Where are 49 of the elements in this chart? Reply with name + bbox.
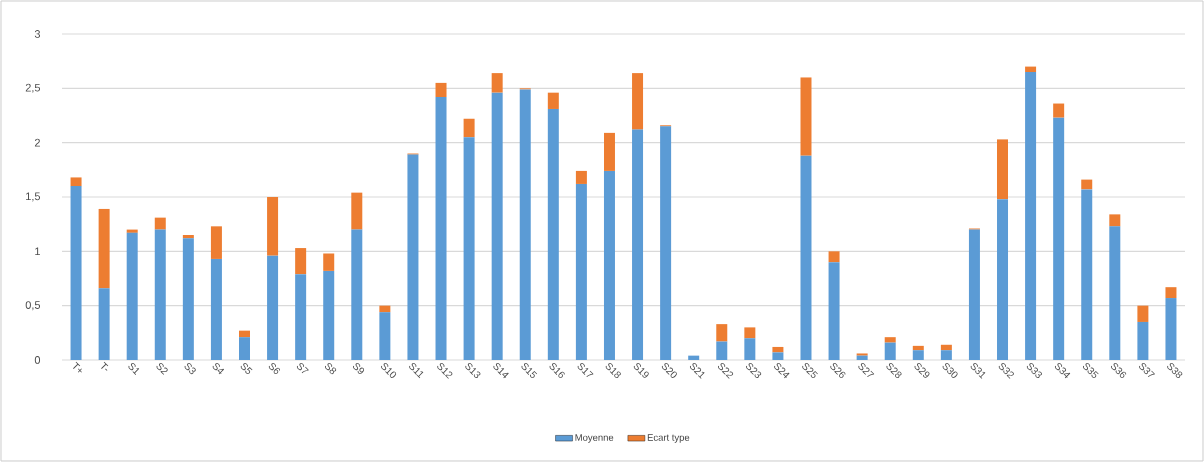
x-tick-label: T-	[101, 361, 109, 371]
x-tick-label: S25	[802, 363, 818, 378]
x-tick-label: S26	[830, 363, 846, 379]
x-tick-label: S6	[268, 363, 281, 375]
x-tick-label: S18	[605, 363, 621, 379]
x-tick-label: S9	[353, 363, 365, 374]
x-tick-label: S19	[633, 363, 649, 378]
y-tick-label: 0,5	[25, 301, 41, 311]
y-tick-label: 0	[34, 356, 41, 364]
x-tick-label: S5	[240, 363, 253, 375]
x-tick-label: S8	[324, 363, 337, 375]
x-tick-label: S33	[1026, 363, 1042, 379]
x-tick-label: S10	[381, 363, 397, 378]
x-tick-label: S20	[661, 363, 677, 378]
x-tick-label: S17	[577, 363, 594, 378]
x-tick-label: S11	[409, 363, 424, 379]
x-tick-label: S7	[296, 363, 309, 374]
y-tick-label: 2,5	[25, 83, 41, 93]
x-tick-label: S36	[1111, 363, 1127, 379]
x-tick-label: S21	[689, 363, 705, 379]
y-tick-label: 3	[34, 30, 41, 38]
x-tick-label: S32	[998, 363, 1014, 379]
x-tick-label: S28	[886, 363, 902, 379]
y-tick-label: 2	[34, 138, 40, 147]
x-tick-label: T+	[73, 361, 82, 373]
legend-label: Moyenne	[575, 434, 614, 443]
y-tick-label: 1,5	[26, 192, 41, 202]
x-tick-label: S4	[212, 363, 225, 375]
x-tick-label: S31	[970, 363, 986, 379]
x-tick-label: S13	[465, 363, 481, 379]
x-tick-label: S38	[1167, 363, 1183, 379]
x-tick-label: S34	[1054, 363, 1071, 379]
x-tick-label: S14	[493, 363, 509, 379]
legend-label: Ecart type	[647, 434, 690, 443]
y-tick-label: 1	[35, 247, 40, 256]
x-tick-label: S29	[914, 363, 930, 378]
x-tick-label: S37	[1139, 363, 1155, 378]
x-tick-label: S1	[128, 363, 140, 375]
x-tick-label: S12	[437, 363, 453, 379]
x-tick-label: S30	[942, 363, 958, 378]
x-tick-label: S24	[774, 363, 790, 379]
x-tick-label: S16	[549, 363, 565, 379]
x-tick-label: S27	[858, 363, 875, 378]
x-tick-label: S3	[184, 363, 196, 375]
x-tick-label: S22	[718, 363, 734, 379]
x-tick-label: S2	[156, 363, 168, 375]
x-tick-label: S15	[521, 363, 538, 378]
x-tick-label: S23	[746, 363, 762, 379]
x-tick-label: S35	[1082, 363, 1099, 378]
